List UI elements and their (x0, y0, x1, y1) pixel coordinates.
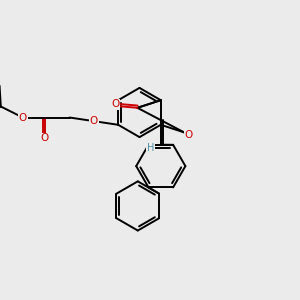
Text: O: O (111, 99, 119, 110)
Text: H: H (147, 143, 155, 153)
Text: O: O (41, 134, 49, 143)
Text: O: O (90, 116, 98, 126)
Text: O: O (19, 112, 27, 122)
Text: O: O (184, 130, 193, 140)
